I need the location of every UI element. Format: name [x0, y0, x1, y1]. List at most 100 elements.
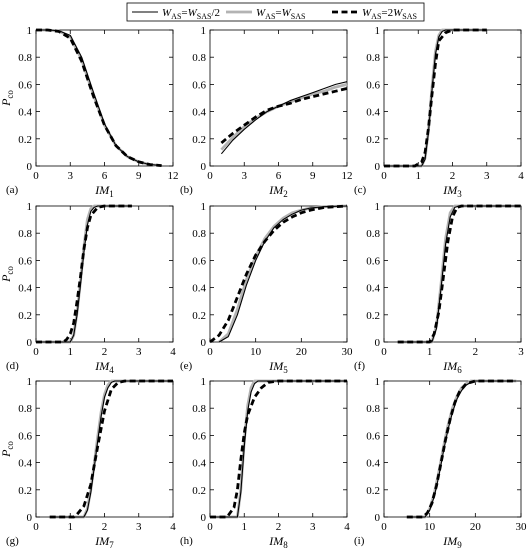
plot-frame — [383, 380, 522, 518]
y-axis-label: Pco — [0, 441, 15, 458]
y-tick-label: 1 — [201, 376, 207, 388]
y-tick-label: 0.6 — [192, 430, 206, 442]
series-line-half — [49, 380, 173, 518]
y-tick-label: 0.8 — [18, 228, 32, 240]
x-axis-label: IM8 — [268, 534, 288, 550]
panel-label: (i) — [354, 535, 365, 547]
y-tick-label: 0.4 — [18, 458, 32, 470]
series-line-double — [36, 28, 162, 167]
x-tick-label: 30 — [342, 346, 354, 358]
y-tick-label: 0.2 — [192, 134, 206, 146]
y-tick-label: 0.2 — [192, 485, 206, 497]
series-line-double — [220, 87, 348, 144]
y-tick-label: 0.4 — [192, 107, 206, 119]
x-tick-label: 1 — [242, 521, 248, 533]
panel-h: 0 0.2 0.4 0.6 0.8 1 0 1 2 3 4 (h) IM8 — [180, 376, 350, 550]
y-tick-label: 0.8 — [192, 52, 206, 64]
y-tick-label: 0.2 — [366, 134, 380, 146]
y-tick-label: 0.2 — [366, 310, 380, 322]
legend-label-double: WAS=2WSAS — [362, 7, 417, 21]
y-tick-label: 0.4 — [366, 107, 380, 119]
x-axis-label: IM2 — [268, 183, 288, 199]
y-tick-label: 1 — [375, 25, 381, 37]
x-tick-label: 3 — [242, 170, 248, 182]
series-line-double — [397, 204, 521, 344]
y-tick-label: 0.6 — [18, 255, 32, 267]
panel-c: 0 0.2 0.4 0.6 0.8 1 0 1 2 3 4 (c) IM3 — [354, 25, 524, 199]
y-tick-label: 1 — [375, 376, 381, 388]
plot-frame — [35, 29, 174, 167]
y-tick-label: 0.6 — [192, 79, 206, 91]
plot-frame — [209, 205, 348, 343]
x-tick-label: 10 — [250, 346, 262, 358]
x-tick-label: 3 — [484, 170, 490, 182]
x-tick-label: 9 — [136, 170, 142, 182]
series-line-double — [209, 204, 348, 344]
x-tick-label: 2 — [102, 521, 108, 533]
plot-frame — [35, 205, 174, 343]
x-tick-label: 1 — [427, 346, 433, 358]
x-tick-label: 0 — [33, 521, 39, 533]
series-line-half — [36, 29, 162, 167]
series-line-half — [220, 81, 348, 155]
series-line-double — [384, 28, 487, 168]
x-tick-label: 0 — [207, 170, 213, 182]
panel-label: (d) — [6, 360, 19, 372]
y-tick-label: 1 — [27, 25, 33, 37]
y-tick-label: 0 — [201, 512, 207, 524]
x-tick-label: 1 — [68, 521, 74, 533]
y-tick-label: 1 — [375, 201, 381, 213]
series-line-equal — [220, 83, 348, 151]
x-tick-label: 10 — [424, 521, 436, 533]
y-tick-label: 0 — [27, 337, 33, 349]
panel-e: 00.20.40.60.810 10 20 30(e) IM5 — [180, 201, 353, 375]
x-tick-label: 3 — [136, 521, 142, 533]
y-tick-label: 0.6 — [192, 255, 206, 267]
y-tick-label: 1 — [201, 201, 207, 213]
y-tick-label: 0.4 — [366, 458, 380, 470]
y-tick-label: 0 — [27, 512, 33, 524]
legend-label-equal: WAS=WSAS — [256, 7, 305, 21]
y-tick-label: 0.6 — [366, 255, 380, 267]
x-tick-label: 12 — [342, 170, 353, 182]
series-line-equal — [406, 379, 517, 519]
x-tick-label: 1 — [416, 170, 422, 182]
panel-a: 0 0.2 0.4 0.6 0.8 1 0 3 6 9 12 (a) IM1 Pco — [0, 25, 179, 199]
series-line-half — [218, 205, 348, 343]
y-tick-label: 0.8 — [366, 403, 380, 415]
panel-i: 00.20.40.60.810 10 20 30(i) IM9 — [354, 376, 527, 550]
y-tick-label: 0 — [375, 512, 381, 524]
panel-label: (f) — [354, 360, 365, 372]
x-axis-label: IM1 — [94, 183, 114, 199]
x-tick-label: 2 — [473, 346, 479, 358]
x-tick-label: 30 — [516, 521, 528, 533]
series-line-double — [406, 379, 517, 519]
x-tick-label: 2 — [450, 170, 456, 182]
y-tick-label: 0.8 — [18, 403, 32, 415]
x-tick-label: 0 — [33, 346, 39, 358]
y-tick-label: 0.4 — [192, 458, 206, 470]
panel-b: 0 0.2 0.4 0.6 0.8 1 0 3 6 9 12 (b) IM2 — [180, 25, 353, 199]
x-tick-label: 1 — [68, 346, 74, 358]
y-tick-label: 0.6 — [366, 430, 380, 442]
series-line-double — [36, 204, 132, 344]
x-tick-label: 0 — [207, 346, 213, 358]
y-tick-label: 0.4 — [366, 283, 380, 295]
y-tick-label: 0.2 — [192, 310, 206, 322]
x-tick-label: 3 — [136, 346, 142, 358]
panel-d: 0 0.2 0.4 0.6 0.8 1 0 1 2 3 4 (d) IM4 Pco — [0, 201, 176, 375]
y-tick-label: 0.4 — [18, 283, 32, 295]
panel-f: 0 0.2 0.4 0.6 0.8 1 0 1 2 3 (f) IM6 — [354, 201, 524, 375]
y-tick-label: 0.2 — [366, 485, 380, 497]
x-tick-label: 9 — [310, 170, 316, 182]
y-tick-label: 0.8 — [192, 228, 206, 240]
series-line-equal — [36, 204, 132, 344]
panel-label: (b) — [180, 184, 193, 196]
y-tick-label: 0.6 — [18, 79, 32, 91]
x-axis-label: IM6 — [442, 359, 462, 375]
x-tick-label: 6 — [102, 170, 108, 182]
y-tick-label: 0.2 — [18, 134, 32, 146]
series-line-double — [210, 379, 347, 519]
series-line-half — [36, 205, 132, 343]
